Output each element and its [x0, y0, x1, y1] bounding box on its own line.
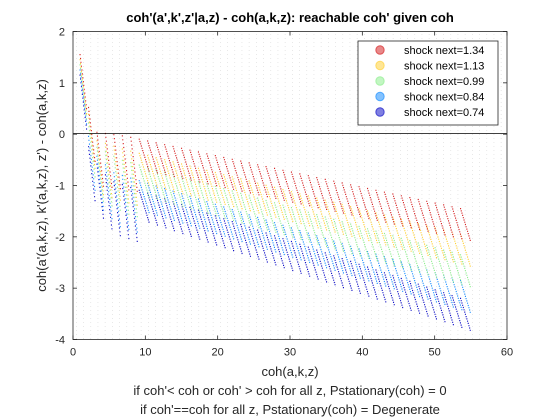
- y-tick-label: 2: [59, 27, 65, 39]
- legend-marker: [375, 107, 385, 117]
- legend-item-1: shock next=1.13: [375, 60, 484, 73]
- series-3: [79, 69, 471, 313]
- legend-marker: [375, 60, 385, 71]
- legend-item-0: shock next=1.34: [375, 45, 484, 57]
- legend: shock next=1.34 shock next=1.13 shock next…: [357, 40, 499, 126]
- series-0: [79, 54, 471, 241]
- series-1: [79, 59, 471, 267]
- legend-item-2: shock next=0.99: [375, 76, 484, 88]
- series-4-points: [79, 74, 471, 331]
- legend-item-3: shock next=0.84: [375, 91, 484, 104]
- y-tick-label: 1: [59, 78, 65, 90]
- legend-item-4: shock next=0.74: [375, 107, 484, 119]
- series-2-points: [79, 64, 471, 288]
- y-axis-label: coh(a'(a,k,z), k'(a,k,z), z') - coh(a,k,…: [34, 79, 49, 292]
- x-axis-label: coh(a,k,z): [261, 364, 318, 379]
- x-tick-label: 60: [501, 347, 513, 359]
- legend-label: shock next=1.13: [404, 61, 484, 73]
- series-1-points: [79, 59, 471, 267]
- x-tick-label: 40: [356, 347, 368, 359]
- series-0-points: [79, 54, 471, 241]
- legend-marker: [375, 76, 385, 86]
- legend-label: shock next=0.99: [404, 76, 484, 88]
- x-axis-note-2: if coh'==coh for all z, Pstationary(coh)…: [140, 402, 440, 417]
- y-axis-ticks: -4 -3 -2 -1 0 1 2: [55, 27, 507, 347]
- x-tick-label: 50: [429, 347, 441, 359]
- series-3-points: [79, 69, 471, 313]
- y-tick-label: -1: [55, 181, 65, 193]
- series-2: [79, 64, 471, 288]
- y-tick-label: -4: [55, 335, 65, 347]
- x-tick-label: 20: [212, 347, 224, 359]
- x-axis-note-1: if coh'< coh or coh' > coh for all z, Ps…: [133, 383, 446, 398]
- legend-marker: [375, 91, 385, 102]
- legend-marker: [375, 45, 385, 55]
- y-tick-label: -2: [55, 232, 65, 244]
- legend-label: shock next=1.34: [404, 45, 484, 57]
- legend-label: shock next=0.74: [404, 107, 484, 119]
- x-tick-label: 0: [70, 347, 76, 359]
- chart-title: coh'(a',k',z'|a,z) - coh(a,k,z): reachab…: [126, 10, 454, 25]
- x-tick-label: 30: [284, 347, 296, 359]
- y-tick-label: -3: [55, 283, 65, 295]
- x-tick-label: 10: [139, 347, 151, 359]
- x-axis-ticks: 0 10 20 30 40 50 60: [70, 31, 513, 359]
- legend-items: shock next=1.34 shock next=1.13 shock next…: [375, 45, 484, 119]
- data-layer: [79, 54, 471, 331]
- legend-label: shock next=0.84: [404, 92, 484, 104]
- y-tick-label: 0: [59, 129, 65, 141]
- series-4: [79, 74, 471, 331]
